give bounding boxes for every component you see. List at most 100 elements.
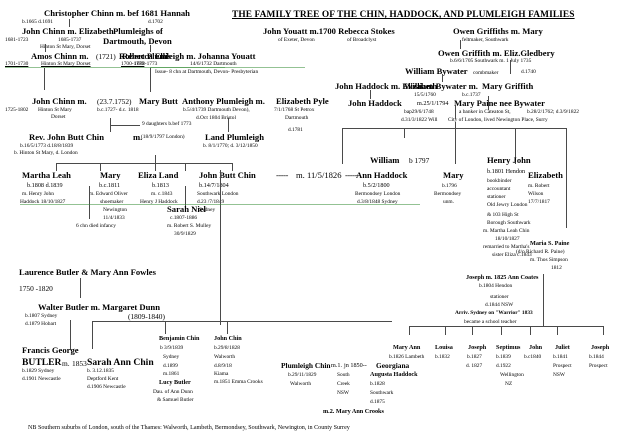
- node-joseph-haddock: Joseph m. 1825 Ann Coates: [466, 274, 539, 281]
- henry-john-l6: & 103 High St: [487, 212, 519, 218]
- daughters-note: 9 daughters b.bef 1773: [142, 121, 192, 127]
- rev-john-butt-chin-dates: b.16/5/1773 d.18/8/1839: [20, 143, 74, 149]
- john-haddock-2-bap: bap29/6/1748: [404, 109, 434, 115]
- eliza-land-l3: Henry J Haddock: [140, 199, 178, 205]
- rev-john-butt-chin-m: m.: [133, 132, 143, 142]
- node-sarah-ann-chin: Sarah Ann Chin: [87, 357, 154, 368]
- connector: [510, 60, 511, 74]
- eliza-land-l2: m. c.1843: [151, 191, 173, 197]
- node-owen-griffith-2: Owen Griffith m. Eliz.Gledbery: [438, 48, 555, 58]
- joseph-h-2-l2: Prospect: [589, 363, 608, 369]
- node-john-haddock-2: John Haddock: [348, 98, 402, 108]
- node-sarah-niel: Sarah Niel: [167, 204, 206, 214]
- connector-long: [220, 170, 221, 325]
- margaret-dunn-dates: (1809-1840): [128, 312, 165, 321]
- node-plumleighs-head1: Plumleighs of: [113, 26, 163, 36]
- elizabeth-haddock-l1: m. Robert: [528, 183, 550, 189]
- mary-ann-h-l1: b.1826 Lambeth: [389, 354, 425, 360]
- septimus-h-l1: b.1839: [496, 354, 511, 360]
- node-john-chin-gc: John Chin: [214, 335, 242, 342]
- william-bywater-2-marr: 15/5/1760: [414, 92, 436, 98]
- louisa-h-l1: b.1832: [435, 354, 450, 360]
- connector: [70, 320, 71, 350]
- septimus-h-l3: Wellington: [500, 372, 524, 378]
- connector: [543, 274, 544, 326]
- plumleigh-chin-w4: Southwark: [370, 390, 394, 396]
- connector: [56, 163, 57, 171]
- connector: [185, 186, 186, 206]
- john-butt-chin-l2: Southwark London: [197, 191, 239, 197]
- connector: [150, 45, 151, 52]
- connector: [566, 128, 567, 228]
- john-chin-gc-l5: m.1851 Emma Crooks: [214, 379, 263, 385]
- amos-chinn-dates: 1701-1730: [5, 61, 29, 67]
- ann-haddock-l3: d.3/8/1848 Sydney: [357, 199, 398, 205]
- christopher-chinn-dates: b.1665 d.1691: [22, 19, 53, 25]
- mary-butt-dates: b.c.1727- d.c. 1818: [97, 107, 139, 113]
- john-chinn-place: Hinton St Mary, Dorset: [40, 44, 91, 50]
- node-ann-haddock: Ann Haddock: [356, 170, 408, 180]
- connector: [44, 68, 45, 90]
- maria-paine-l3: 1812: [551, 265, 562, 271]
- john-chinn-2-dates: 1725-1802: [5, 107, 29, 113]
- connector: [472, 326, 473, 335]
- plumleigh-chin-l2: Walworth: [290, 381, 312, 387]
- benjamin-chin-l6: Dau. of Ann Dunn: [153, 389, 193, 395]
- node-laurence-butler: Laurence Butler & Mary Ann Fowles: [19, 267, 156, 277]
- connector: [69, 19, 70, 27]
- elizabeth-haddock-l2: Wilson: [528, 191, 544, 197]
- node-joseph-h-2: Joseph: [591, 344, 610, 351]
- henry-john-l7: Borough Southwark: [487, 220, 531, 226]
- connector: [455, 122, 456, 128]
- amos-chinn-place: Hinton St Mary Dorset: [41, 61, 91, 67]
- john-chinn-2-place-2: Dorset: [51, 114, 66, 120]
- sarah-niel-l2: m. Robert S. Mulley: [167, 223, 212, 229]
- benjamin-chin-l1: b 3/9/1839: [160, 345, 184, 351]
- node-john-chinn-2: John Chinn m.: [32, 96, 87, 106]
- benjamin-chin-l2: Sydney: [163, 354, 180, 360]
- plumleigh-chin-m1: m.1.: [331, 362, 343, 369]
- node-butler-surname: BUTLER: [22, 357, 62, 368]
- plumleigh-chin-m2: m.2. Mary Ann Crooks: [323, 408, 384, 415]
- john-h-l1: b.c1840: [524, 354, 542, 360]
- node-mary-griffith: Mary Griffith: [482, 81, 534, 91]
- node-william-haddock: William: [370, 155, 400, 165]
- septimus-h-l4: NZ: [505, 381, 513, 387]
- john-haddock-2-occ1: a banker in Cateaton St,: [459, 109, 511, 115]
- connector: [100, 163, 101, 171]
- john-chinn-2-marr-date: (23.7.1752): [97, 97, 132, 106]
- node-john-butt-chin: John Butt Chin: [199, 170, 256, 180]
- joseph-haddock-l3: d.1844 NSW: [485, 302, 514, 308]
- node-joseph-h: Joseph: [468, 344, 487, 351]
- francis-george-l2: d.1901 Newcastle: [22, 376, 61, 382]
- connector: [110, 125, 140, 126]
- john-butt-chin-l4: Sydney: [199, 207, 216, 213]
- mary-chin-l2: m. Edward Oliver: [89, 191, 128, 197]
- henry-john-l2: bookbinder: [487, 178, 512, 184]
- node-martha-leah: Martha Leah: [22, 170, 71, 180]
- sibling-bar: [56, 163, 232, 164]
- john-haddock-2-marr: m.25/1/1794: [417, 100, 449, 107]
- anthony-plumleigh-d: d.Oct 1804 Bristol: [196, 115, 236, 121]
- joseph-haddock-l1: b.1804 Hendon: [479, 283, 513, 289]
- anthony-plumleigh-dates: b.5/4/1739 Dartmouth Devon),: [183, 107, 250, 113]
- node-william-bywater-2: William Bywater m.: [404, 81, 478, 91]
- rebecca-stokes-place: of Broadclyst: [347, 37, 377, 43]
- john-butt-chin-l3: d.23 /7/1849: [197, 199, 225, 205]
- node-plumleighs-head2: Dartmouth, Devon: [103, 36, 172, 46]
- juliet-h-l3: NSW: [553, 372, 565, 378]
- william-haddock-b: b 1797: [409, 156, 430, 165]
- john-youatt-place: of Exeter, Devon: [278, 37, 315, 43]
- highlight-line: [220, 204, 420, 205]
- mary-chin-l1: b.c.1811: [99, 182, 121, 189]
- plumleigh-chin-m1date: jn 1850--: [344, 362, 367, 369]
- node-mary-ann-h: Mary Ann: [393, 344, 421, 351]
- joseph-h-l2: d. 1827: [466, 363, 483, 369]
- node-juliet-h: Juliet: [555, 344, 570, 351]
- mary-haddock-l1: b.1796: [442, 183, 457, 189]
- martha-leah-l1: b.1808 d.1839: [27, 182, 63, 189]
- footnote: NB Southern suburbs of London, south of …: [28, 425, 350, 431]
- sarah-niel-l3: 30/9/1829: [174, 231, 196, 237]
- john-chin-gc-l3: d.8/9/18: [214, 363, 232, 369]
